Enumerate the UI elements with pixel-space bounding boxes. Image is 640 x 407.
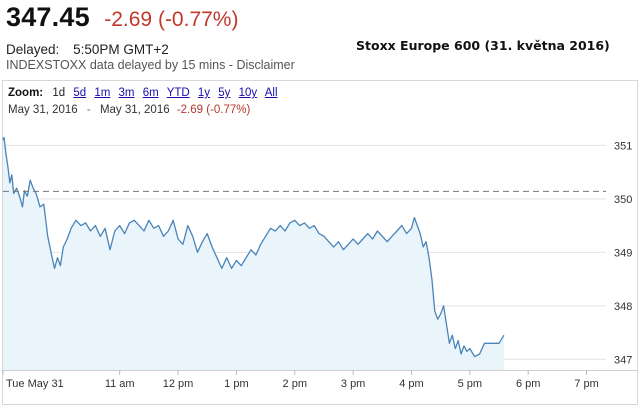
x-tick-label: 6 pm — [516, 378, 540, 390]
zoom-option-6m[interactable]: 6m — [142, 87, 159, 99]
x-tick-label: 11 am — [105, 378, 135, 390]
zoom-option-5d[interactable]: 5d — [73, 87, 87, 99]
x-tick-label: 2 pm — [283, 378, 307, 390]
x-tick-label: Tue May 31 — [6, 378, 64, 390]
y-tick-label: 349 — [614, 247, 632, 259]
y-tick-label: 350 — [614, 194, 632, 206]
x-tick-label: 7 pm — [574, 378, 598, 390]
zoom-option-10y[interactable]: 10y — [238, 87, 258, 99]
zoom-option-3m[interactable]: 3m — [118, 87, 135, 99]
y-tick-label: 348 — [614, 301, 632, 313]
price-area — [3, 137, 504, 370]
zoom-option-all[interactable]: All — [264, 87, 278, 99]
zoom-option-5y[interactable]: 5y — [218, 87, 231, 99]
delayed-row: Delayed: 5:50PM GMT+2 — [6, 42, 169, 57]
data-source-note: INDEXSTOXX data delayed by 15 mins - Dis… — [6, 58, 295, 72]
x-tick-label: 12 pm — [163, 378, 194, 390]
delayed-label: Delayed: — [6, 42, 60, 57]
y-tick-label: 347 — [614, 354, 632, 366]
data-source-text: INDEXSTOXX data delayed by 15 mins - — [6, 58, 237, 72]
zoom-bar: Zoom: 1d 5d 1m 3m 6m YTD 1y 5y 10y All — [8, 87, 283, 99]
zoom-option-ytd[interactable]: YTD — [166, 87, 190, 99]
quote-header: 347.45 -2.69 (-0.77%) — [6, 2, 238, 33]
zoom-label: Zoom: — [8, 87, 44, 99]
x-tick-label: 1 pm — [224, 378, 248, 390]
range-separator: - — [86, 104, 91, 116]
y-tick-label: 351 — [614, 140, 632, 152]
zoom-option-1d[interactable]: 1d — [52, 87, 66, 99]
x-tick-label: 3 pm — [341, 378, 365, 390]
range-start[interactable]: May 31, 2016 — [8, 104, 78, 116]
image-caption: Stoxx Europe 600 (31. května 2016) — [356, 38, 610, 53]
disclaimer-link[interactable]: Disclaimer — [236, 58, 295, 72]
x-tick-label: 5 pm — [458, 378, 482, 390]
price-line — [2, 136, 505, 358]
current-price: 347.45 — [6, 2, 90, 32]
date-range: May 31, 2016 - May 31, 2016 -2.69 (-0.77… — [8, 104, 250, 116]
zoom-option-1y[interactable]: 1y — [197, 87, 211, 99]
price-change: -2.69 (-0.77%) — [104, 8, 239, 31]
delayed-time: 5:50PM GMT+2 — [73, 42, 169, 57]
range-change: -2.69 (-0.77%) — [176, 104, 251, 116]
x-tick-label: 4 pm — [399, 378, 423, 390]
range-end[interactable]: May 31, 2016 — [99, 104, 170, 116]
zoom-option-1m[interactable]: 1m — [94, 87, 111, 99]
